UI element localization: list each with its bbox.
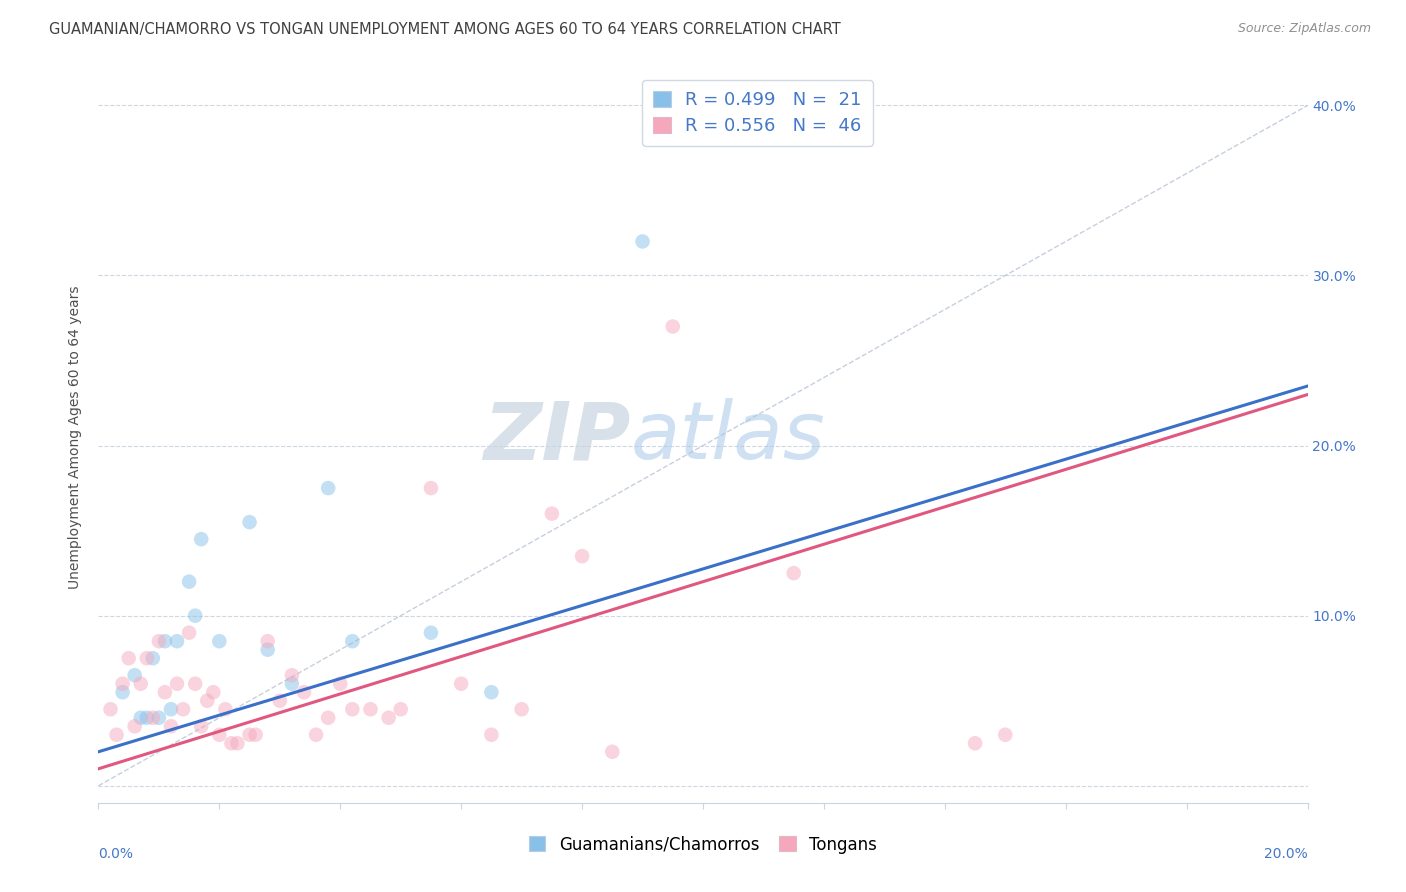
Point <box>256 642 278 657</box>
Point <box>184 608 207 623</box>
Point <box>783 566 806 581</box>
Point <box>111 677 134 691</box>
Point <box>256 634 278 648</box>
Point <box>179 574 201 589</box>
Point <box>571 549 593 563</box>
Point <box>481 728 503 742</box>
Point <box>540 507 562 521</box>
Point <box>481 685 503 699</box>
Point <box>160 702 183 716</box>
Point <box>602 745 624 759</box>
Point <box>118 651 141 665</box>
Point <box>221 736 243 750</box>
Point <box>166 677 188 691</box>
Point <box>316 481 339 495</box>
Point <box>135 651 157 665</box>
Text: Source: ZipAtlas.com: Source: ZipAtlas.com <box>1237 22 1371 36</box>
Point <box>661 319 683 334</box>
Point <box>129 711 152 725</box>
Point <box>994 728 1017 742</box>
Point <box>142 651 165 665</box>
Text: atlas: atlas <box>630 398 825 476</box>
Point <box>239 515 262 529</box>
Point <box>208 728 231 742</box>
Point <box>166 634 188 648</box>
Text: GUAMANIAN/CHAMORRO VS TONGAN UNEMPLOYMENT AMONG AGES 60 TO 64 YEARS CORRELATION : GUAMANIAN/CHAMORRO VS TONGAN UNEMPLOYMEN… <box>49 22 841 37</box>
Point <box>172 702 194 716</box>
Point <box>208 634 231 648</box>
Point <box>342 634 364 648</box>
Point <box>135 711 157 725</box>
Point <box>420 625 443 640</box>
Point <box>292 685 315 699</box>
Point <box>184 677 207 691</box>
Point <box>281 677 304 691</box>
Point <box>239 728 262 742</box>
Point <box>226 736 249 750</box>
Y-axis label: Unemployment Among Ages 60 to 64 years: Unemployment Among Ages 60 to 64 years <box>69 285 83 589</box>
Point <box>142 711 165 725</box>
Point <box>420 481 443 495</box>
Point <box>965 736 987 750</box>
Point <box>305 728 328 742</box>
Text: 20.0%: 20.0% <box>1264 847 1308 861</box>
Point <box>269 694 291 708</box>
Point <box>202 685 225 699</box>
Point <box>179 625 201 640</box>
Text: ZIP: ZIP <box>484 398 630 476</box>
Point <box>510 702 533 716</box>
Point <box>245 728 267 742</box>
Point <box>329 677 352 691</box>
Point <box>377 711 399 725</box>
Point <box>316 711 339 725</box>
Point <box>129 677 152 691</box>
Point <box>124 668 146 682</box>
Point <box>160 719 183 733</box>
Point <box>148 711 170 725</box>
Point <box>450 677 472 691</box>
Point <box>342 702 364 716</box>
Point <box>124 719 146 733</box>
Point <box>389 702 412 716</box>
Point <box>111 685 134 699</box>
Point <box>153 634 176 648</box>
Point <box>148 634 170 648</box>
Point <box>190 719 212 733</box>
Point <box>360 702 382 716</box>
Legend: Guamanians/Chamorros, Tongans: Guamanians/Chamorros, Tongans <box>522 829 884 860</box>
Point <box>105 728 128 742</box>
Text: 0.0%: 0.0% <box>98 847 134 861</box>
Point <box>281 668 304 682</box>
Point <box>214 702 236 716</box>
Point <box>190 532 212 546</box>
Point <box>195 694 218 708</box>
Point <box>100 702 122 716</box>
Point <box>153 685 176 699</box>
Point <box>631 235 654 249</box>
